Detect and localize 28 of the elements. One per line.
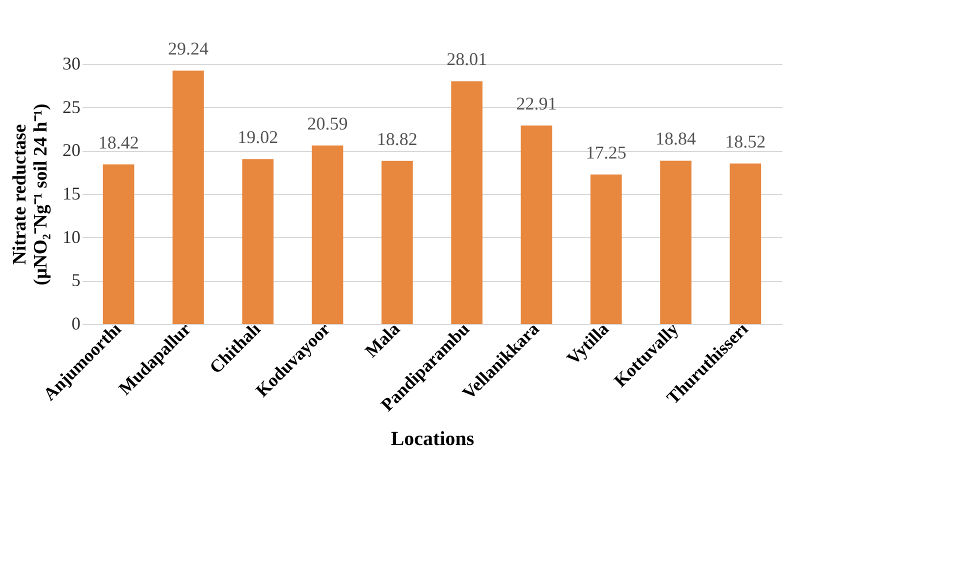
y-tick-label: 30 bbox=[62, 54, 80, 74]
data-label: 28.01 bbox=[446, 49, 488, 70]
x-axis-title: Locations bbox=[390, 428, 474, 450]
bar bbox=[520, 125, 552, 324]
y-tick-label: 20 bbox=[62, 140, 80, 160]
bar bbox=[242, 159, 274, 324]
data-label: 29.24 bbox=[168, 38, 208, 59]
bar bbox=[590, 174, 622, 324]
data-label: 18.84 bbox=[656, 128, 696, 149]
data-label: 17.25 bbox=[586, 142, 626, 162]
data-label: 22.91 bbox=[516, 93, 557, 114]
bar bbox=[730, 163, 762, 324]
data-label: 18.52 bbox=[725, 131, 766, 152]
data-label: 20.59 bbox=[307, 114, 348, 134]
data-label: 18.42 bbox=[98, 132, 139, 152]
y-tick-label: 15 bbox=[62, 184, 80, 204]
bar bbox=[172, 70, 204, 324]
bar bbox=[102, 164, 134, 324]
y-tick-label: 10 bbox=[62, 226, 80, 247]
data-label: 19.02 bbox=[238, 127, 278, 148]
bar bbox=[382, 160, 413, 324]
y-tick-label: 5 bbox=[72, 270, 80, 290]
bar bbox=[312, 146, 344, 324]
bar bbox=[451, 81, 482, 324]
bar bbox=[660, 160, 692, 324]
data-label: 18.82 bbox=[376, 128, 418, 149]
y-tick-label: 25 bbox=[62, 96, 80, 117]
y-axis-title: Nitrate reductase (µNO₂⁻Ng⁻¹ soil 24 h⁻¹) bbox=[10, 104, 52, 286]
